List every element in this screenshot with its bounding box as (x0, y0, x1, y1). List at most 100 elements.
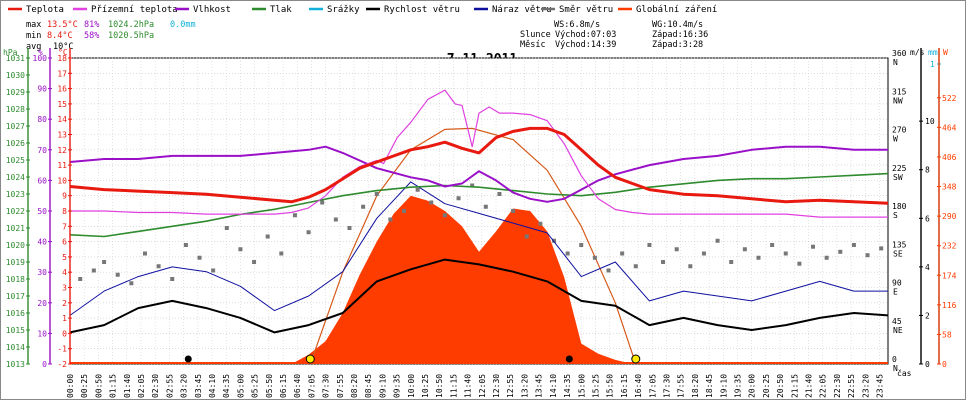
x-tick-label: 08:20 (350, 374, 359, 398)
stat-min-press: 1020.5hPa (108, 31, 154, 41)
axis-temperature-label: 17 (57, 69, 67, 78)
wind-direction-point (252, 260, 257, 264)
axis-radiation-label: 348 (942, 183, 957, 192)
x-tick-label: 20:25 (762, 374, 771, 398)
x-tick-label: 01:40 (123, 374, 132, 398)
axis-radiation-label: 0 (942, 360, 947, 369)
wind-direction-point (224, 226, 229, 230)
x-tick-label: 16:15 (620, 374, 629, 398)
series-temperature (69, 126, 889, 205)
x-tick-label: 00:25 (80, 374, 89, 398)
wind-direction-point (402, 209, 407, 213)
axis-temperature-unit: °C (58, 48, 68, 57)
x-tick-label: 22:30 (833, 374, 842, 398)
x-tick-label: 02:05 (137, 374, 146, 398)
x-tick-label: 18:45 (705, 374, 714, 398)
x-tick-label: 21:40 (804, 374, 813, 398)
x-tick-label: 09:10 (378, 374, 387, 398)
axis-pressure-label: 1023 (6, 190, 25, 199)
wind-direction-point (129, 281, 134, 286)
x-tick-label: 12:05 (478, 374, 487, 398)
wind-direction-point (633, 264, 638, 269)
x-tick-label: 14:10 (549, 374, 558, 398)
wind-direction-point (429, 200, 434, 205)
x-tick-label: 07:05 (307, 374, 316, 398)
wind-direction-point (142, 251, 147, 256)
axis-humidity-label: 10 (37, 329, 47, 338)
axis-pressure-label: 1028 (6, 105, 25, 114)
x-axis-label: čas (897, 368, 912, 378)
axis-direction-value: 45 (892, 317, 902, 326)
wind-direction-point (211, 268, 216, 273)
axis-temperature-label: 0 (62, 329, 67, 338)
axis-radiation-label: 232 (942, 242, 957, 251)
stat-max-hum: 81% (84, 20, 99, 30)
x-tick-label: 19:35 (733, 374, 742, 398)
sun-moon-markers (184, 354, 641, 364)
x-tick-label: 10:50 (435, 374, 444, 398)
wind-direction-point (674, 247, 679, 252)
series-pressure (69, 172, 889, 238)
axes: hPa1013101410151016101710181019102010211… (3, 48, 957, 398)
stat-min-temp: 8.4°C (47, 31, 73, 41)
x-tick-label: 19:10 (719, 374, 728, 398)
legend-label-4: Tlak (270, 5, 292, 15)
axis-humidity-label: 50 (37, 207, 47, 216)
x-tick-label: 05:25 (251, 374, 260, 398)
wind-direction-point (797, 261, 802, 266)
wind-direction-point (456, 196, 461, 201)
wind-direction-point (551, 238, 556, 243)
axis-direction-value: 270 (892, 126, 907, 135)
stat-min-hum: 58% (84, 31, 99, 41)
x-tick-label: 00:00 (66, 374, 75, 398)
axis-humidity-label: 0 (42, 360, 47, 369)
axis-direction-value: 180 (892, 202, 907, 211)
x-tick-label: 21:15 (790, 374, 799, 398)
wind-direction-point (620, 251, 625, 256)
axis-wind-label: 10 (925, 117, 935, 126)
axis-pressure-label: 1017 (6, 292, 25, 301)
wind-direction-point (838, 249, 843, 254)
axis-direction-compass: E (893, 288, 898, 297)
axis-pressure-label: 1015 (6, 326, 25, 335)
axis-temperature-label: -2 (57, 360, 67, 369)
x-tick-label: 15:25 (591, 374, 600, 398)
x-tick-label: 05:00 (236, 374, 245, 398)
legend: Teplota Přízemní teplota Vlhkost Tlak Srážky… (8, 5, 717, 15)
axis-humidity-label: 60 (37, 176, 47, 185)
x-tick-label: 10:25 (421, 374, 430, 398)
axis-humidity-label: 70 (37, 146, 47, 155)
axis-humidity-label: 80 (37, 115, 47, 124)
info-block: WS:6.8m/s WG:10.4m/s Slunce Východ:07:03… (520, 20, 708, 50)
axis-direction-compass: SW (893, 173, 903, 182)
axis-wind-label: 0 (925, 360, 930, 369)
axis-direction-compass: NW (893, 96, 903, 105)
axis-temperature-label: 1 (62, 314, 67, 323)
axis-humidity-label: 90 (37, 85, 47, 94)
x-tick-label: 13:45 (535, 374, 544, 398)
axis-temperature-label: 2 (62, 299, 67, 308)
series-ground-temperature (70, 89, 888, 218)
axis-temperature-label: 12 (57, 146, 67, 155)
x-tick-label: 06:40 (293, 374, 302, 398)
wind-direction-point (865, 253, 870, 258)
stat-avg-label: avg (26, 42, 41, 52)
axis-wind-label: 4 (925, 263, 930, 272)
x-tick-label: 23:45 (875, 374, 884, 398)
x-tick-label: 22:55 (847, 374, 856, 398)
x-tick-label: 00:50 (94, 374, 103, 398)
legend-label-2: Přízemní teplota (91, 5, 178, 15)
wind-direction-point (115, 272, 120, 277)
axis-radiation-label: 58 (942, 330, 952, 339)
wind-direction-point (197, 255, 202, 260)
wind-direction-point (102, 260, 107, 264)
axis-wind-unit: m/s (910, 48, 925, 57)
x-tick-label: 15:00 (577, 374, 586, 398)
x-tick-label: 03:45 (194, 374, 203, 398)
x-tick-label: 13:20 (520, 374, 529, 398)
info-sunrise: Východ:07:03 (555, 30, 616, 40)
x-tick-label: 17:55 (677, 374, 686, 398)
wind-direction-point (879, 246, 884, 251)
series-wind-gust (69, 181, 888, 316)
